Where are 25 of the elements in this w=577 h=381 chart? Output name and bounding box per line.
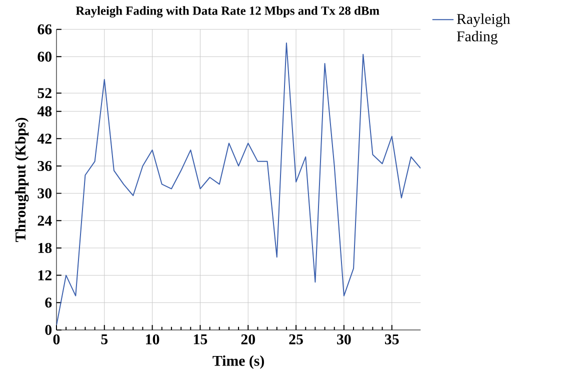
- y-tick-label: 12: [38, 270, 52, 280]
- x-tick-label: 25: [289, 334, 303, 344]
- y-tick-label: 36: [38, 160, 52, 171]
- legend-label: Rayleigh Fading: [456, 13, 510, 44]
- y-tick-label: 30: [38, 188, 52, 198]
- x-tick-label: 0: [53, 334, 60, 344]
- y-tick-label: 6: [45, 298, 52, 308]
- x-tick-label: 20: [241, 334, 255, 344]
- y-tick-label: 66: [38, 24, 52, 34]
- x-tick-label: 35: [384, 334, 399, 344]
- y-tick-label: 18: [38, 242, 52, 253]
- y-tick-label: 24: [38, 216, 52, 226]
- y-tick-label: 48: [37, 106, 52, 116]
- y-tick-label: 52: [38, 88, 52, 98]
- x-tick-label: 10: [146, 334, 160, 344]
- x-tick-label: 30: [337, 334, 351, 344]
- x-tick-label: 15: [194, 334, 208, 344]
- x-tick-label: 5: [101, 334, 108, 344]
- y-tick-label: 42: [37, 134, 52, 144]
- y-axis-title: Throughput (Kbps): [15, 118, 29, 242]
- y-tick-label: 0: [45, 324, 52, 335]
- line-series: [56, 42, 421, 326]
- chart-title: Rayleigh Fading with Data Rate 12 Mbps and Tx 28 dBm: [76, 6, 380, 18]
- x-axis-title: Time (s): [212, 355, 264, 369]
- y-tick-label: 60: [38, 52, 52, 62]
